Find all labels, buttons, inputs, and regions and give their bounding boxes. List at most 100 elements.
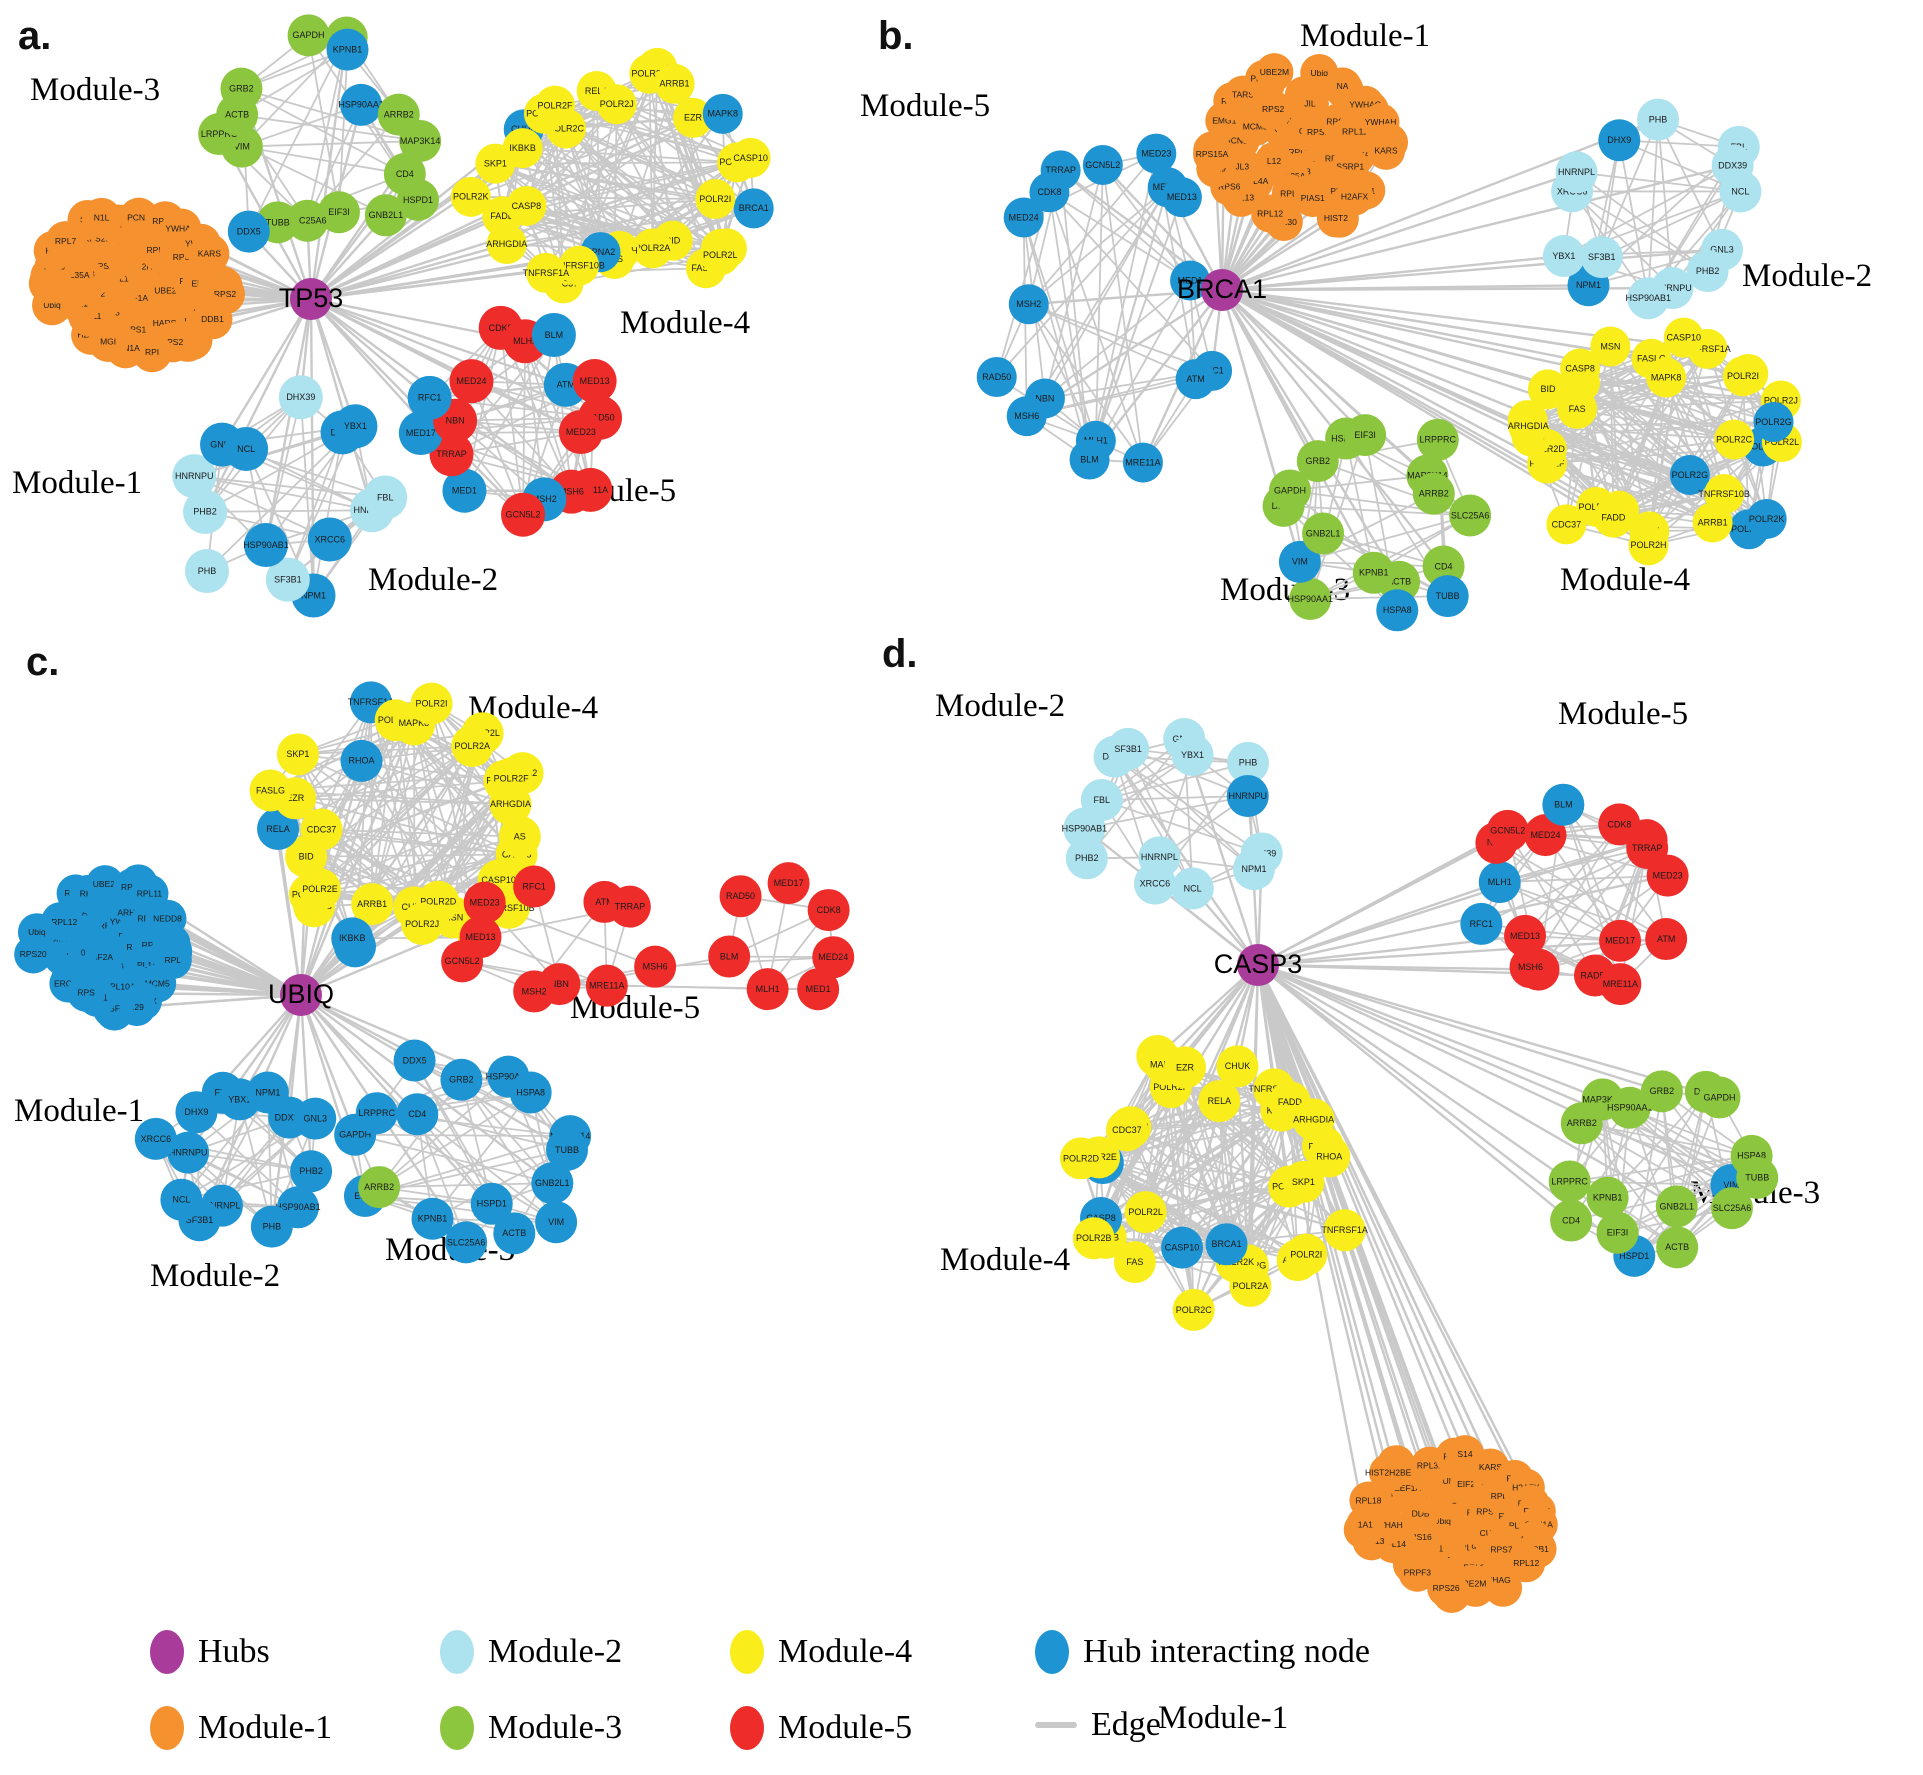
network-node[interactable]: MLH1 [746,968,789,1011]
network-node[interactable]: POLR2C [1172,1288,1215,1331]
network-node[interactable]: CASP10 [730,137,771,178]
node-circle[interactable] [1003,197,1044,238]
node-circle[interactable] [442,468,487,513]
network-node[interactable]: MED17 [398,411,443,456]
node-circle[interactable] [493,1212,536,1255]
hub-circle[interactable] [1237,944,1279,986]
node-circle[interactable] [531,1162,574,1205]
network-node[interactable]: GRB2 [1640,1070,1683,1113]
network-node[interactable]: POLR2G [1669,455,1710,496]
node-circle[interactable] [1416,418,1459,461]
network-node[interactable]: PHB [184,549,229,594]
network-node[interactable]: GRB2 [220,67,263,110]
node-circle[interactable] [531,313,576,358]
node-circle[interactable] [1008,284,1049,325]
node-circle[interactable] [1285,1233,1328,1276]
network-node[interactable]: PRPF3 [1398,1553,1437,1592]
node-circle[interactable] [702,93,743,134]
network-node[interactable]: MLH1 [1478,861,1521,904]
node-circle[interactable] [307,517,352,562]
network-node[interactable]: ATM [1645,918,1688,961]
node-circle[interactable] [396,1093,439,1136]
network-node[interactable]: DDX5 [393,1039,436,1082]
network-node[interactable]: POLR2F [535,85,576,126]
node-circle[interactable] [1122,442,1163,483]
node-circle[interactable] [1504,914,1547,957]
network-node[interactable]: ARRB1 [1692,502,1733,543]
node-circle[interactable] [1136,133,1177,174]
node-circle[interactable] [183,489,228,534]
node-circle[interactable] [298,868,341,911]
network-node[interactable]: KPNB1 [1352,551,1395,594]
network-node[interactable]: GNB2L1 [531,1162,574,1205]
node-circle[interactable] [1478,861,1521,904]
node-circle[interactable] [364,194,407,237]
network-node[interactable]: GNL3 [294,1097,337,1140]
network-node[interactable]: GCN5L2 [1082,144,1123,185]
network-node[interactable]: GNB2L1 [364,194,407,237]
node-circle[interactable] [976,357,1017,398]
node-circle[interactable] [1232,848,1275,891]
network-node[interactable]: POLR2G [1753,402,1794,443]
network-node[interactable]: HNRNPU [167,1131,210,1174]
node-circle[interactable] [286,199,329,242]
network-node[interactable]: POLR2A [451,724,494,767]
node-circle[interactable] [1669,455,1710,496]
network-node[interactable]: ARRB2 [358,1166,401,1209]
node-circle[interactable] [300,808,343,851]
node-circle[interactable] [1161,177,1202,218]
network-node[interactable]: MAPK8 [1646,357,1687,398]
network-node[interactable]: IKBKB [502,128,543,169]
network-node[interactable]: RPL18 [1349,1481,1388,1520]
network-node[interactable]: BLM [531,313,576,358]
network-node[interactable]: CASP10 [1663,317,1704,358]
network-node[interactable]: CDC37 [1105,1109,1148,1152]
network-node[interactable]: POLR2L [1124,1191,1167,1234]
network-node[interactable]: POLR2K [450,176,491,217]
network-node[interactable]: CDC37 [300,808,343,851]
network-node[interactable]: GAPDH [1269,469,1312,512]
node-circle[interactable] [535,85,576,126]
network-node[interactable]: FASLG [249,769,292,812]
node-circle[interactable] [340,83,383,126]
node-circle[interactable] [1460,902,1503,945]
node-circle[interactable] [1216,1045,1259,1088]
node-circle[interactable] [489,783,532,826]
node-circle[interactable] [1527,369,1568,410]
network-node[interactable]: CASP8 [1560,348,1601,389]
node-circle[interactable] [398,411,443,456]
node-circle[interactable] [1163,1046,1206,1089]
node-circle[interactable] [1255,53,1294,92]
network-node[interactable]: YBX1 [1171,733,1214,776]
node-circle[interactable] [1627,277,1670,320]
node-circle[interactable] [1698,1076,1741,1119]
node-circle[interactable] [1171,867,1214,910]
node-circle[interactable] [1069,439,1110,480]
node-circle[interactable] [290,1150,333,1193]
node-circle[interactable] [1598,119,1641,162]
node-circle[interactable] [797,968,840,1011]
network-node[interactable]: MSH2 [513,970,556,1013]
network-node[interactable]: POLR2A [1229,1264,1272,1307]
network-node[interactable]: FADD [1593,497,1634,538]
network-node[interactable]: SF3B1 [1107,727,1150,770]
node-circle[interactable] [276,733,319,776]
network-node[interactable]: XRCC6 [1133,862,1176,905]
network-node[interactable]: CASP8 [506,185,547,226]
node-circle[interactable] [451,724,494,767]
node-circle[interactable] [1133,862,1176,905]
network-node[interactable]: HSPD1 [396,178,439,221]
network-node[interactable]: HNRNPU [172,454,217,499]
node-circle[interactable] [1369,1453,1408,1492]
node-circle[interactable] [396,178,439,221]
network-node[interactable]: PHB [250,1205,293,1248]
node-circle[interactable] [1426,575,1469,618]
node-circle[interactable] [1205,1223,1248,1266]
network-node[interactable]: AS [498,815,541,858]
network-node[interactable]: BLM [1069,439,1110,480]
node-circle[interactable] [287,14,330,57]
network-node[interactable]: GAPDH [287,14,330,57]
network-node[interactable]: RPS [67,973,106,1012]
node-circle[interactable] [1736,1156,1779,1199]
node-circle[interactable] [513,970,556,1013]
